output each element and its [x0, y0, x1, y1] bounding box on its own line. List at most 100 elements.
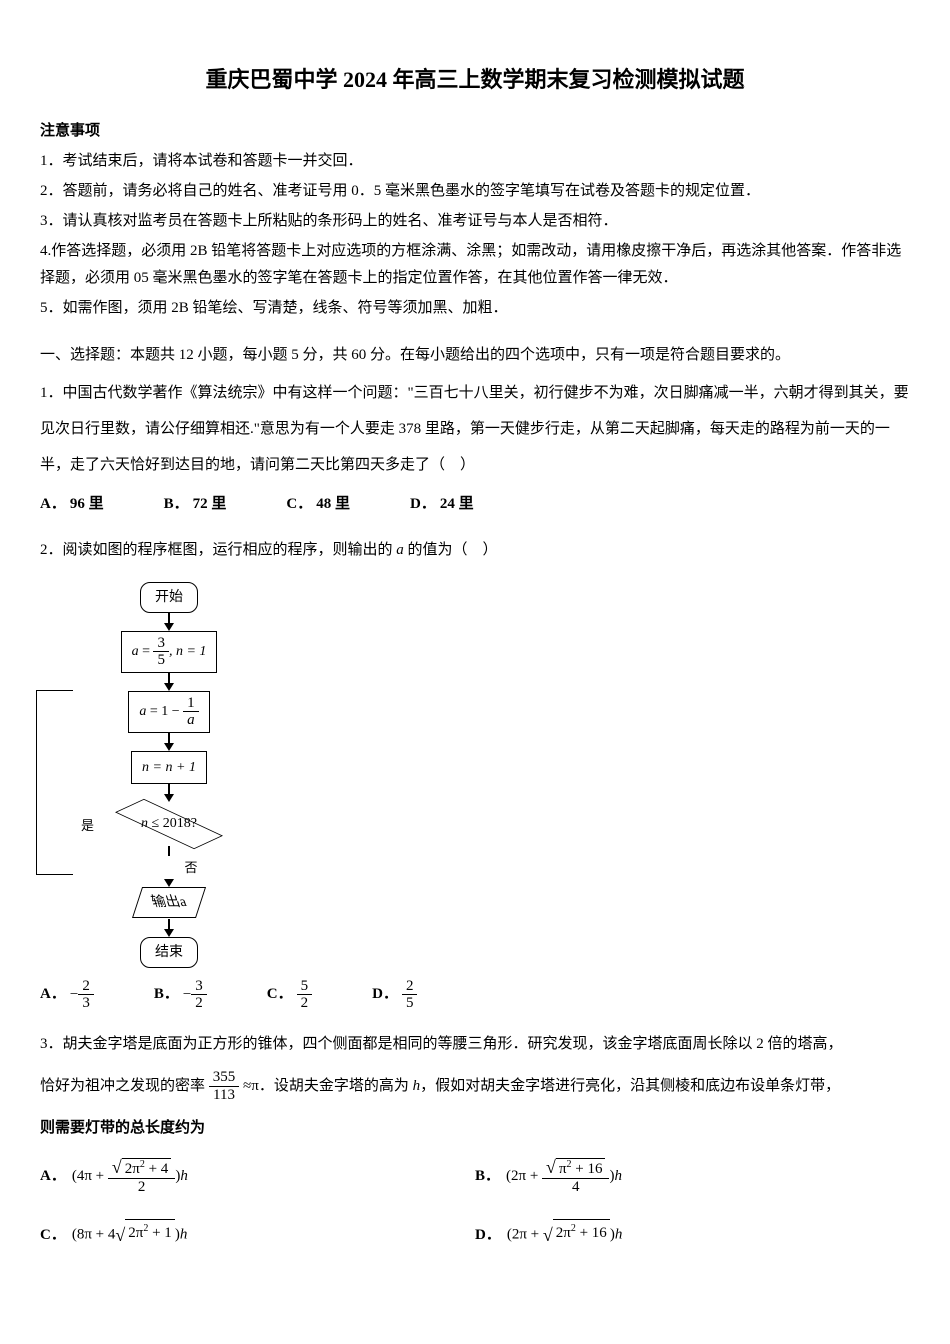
q1-option-b: B．72 里 [164, 491, 227, 518]
frac-den: 2 [108, 1179, 175, 1196]
fc-init-a: a [132, 644, 139, 659]
fc-connector [168, 784, 169, 794]
fc-output: 输出a [132, 887, 206, 918]
fc-cond-n: n [141, 816, 148, 831]
q2-text-post: 的值为（ ） [404, 542, 498, 558]
sqrt-tail: + 1 [148, 1225, 171, 1241]
sqrt-tail: + 16 [572, 1161, 603, 1177]
q1-option-a: A．96 里 [40, 491, 104, 518]
q2-option-b: B． −32 [154, 978, 207, 1012]
q1-option-d: D．24 里 [410, 491, 474, 518]
fc-no-label: 否 [184, 856, 197, 879]
q2-text-pre: 2．阅读如图的程序框图，运行相应的程序，则输出的 [40, 542, 396, 558]
q1-option-c: C．48 里 [286, 491, 350, 518]
q3-option-b: B． (2π + √π2 + 164)h [475, 1158, 910, 1195]
question-2: 2．阅读如图的程序框图，运行相应的程序，则输出的 a 的值为（ ） [40, 532, 910, 568]
sqrt-base: π [559, 1161, 567, 1177]
opt-value: (2π + √2π2 + 16)h [507, 1219, 622, 1251]
instruction-2: 2．答题前，请务必将自己的姓名、准考证号用 0．5 毫米黑色墨水的签字笔填写在试… [40, 178, 910, 205]
opt-value: 72 里 [193, 491, 227, 518]
frac-den: 4 [542, 1179, 609, 1196]
fc-connector [168, 919, 169, 929]
fc-step2: n = n + 1 [131, 751, 207, 784]
question-3: 3．胡夫金字塔是底面为正方形的锥体，四个侧面都是相同的等腰三角形．研究发现，该金… [40, 1026, 910, 1062]
frac-den: 5 [402, 995, 418, 1012]
q2-option-c: C． 52 [267, 978, 312, 1012]
frac-num: 5 [297, 978, 313, 996]
expr-pre: (4π + [72, 1168, 108, 1184]
fc-yes-label: 是 [81, 814, 94, 837]
opt-value: 52 [297, 978, 313, 1012]
question-1: 1．中国古代数学著作《算法统宗》中有这样一个问题："三百七十八里关，初行健步不为… [40, 375, 910, 483]
opt-label: C． [40, 1222, 66, 1249]
q3-two: 2 [756, 1036, 764, 1052]
fc-init-eq: = [139, 644, 154, 659]
fc-init-num: 3 [153, 635, 169, 653]
q2-option-a: A． −23 [40, 978, 94, 1012]
instruction-4: 4.作答选择题，必须用 2B 铅笔将答题卡上对应选项的方框涂满、涂黑；如需改动，… [40, 238, 910, 292]
expr-pre: (2π + [506, 1168, 542, 1184]
expr-pre: (8π + 4 [72, 1227, 116, 1243]
fc-step2-text: n = n + 1 [142, 760, 196, 775]
opt-label: C． [286, 491, 312, 518]
q3-text2-post: ，假如对胡夫金字塔进行亮化，沿其侧棱和底边布设单条灯带， [420, 1078, 840, 1094]
fc-step1-num: 1 [183, 695, 199, 713]
fc-start: 开始 [140, 582, 198, 613]
sqrt-tail: + 16 [576, 1225, 607, 1241]
frac-den: 2 [191, 995, 207, 1012]
q3-options: A． (4π + √2π2 + 42)h B． (2π + √π2 + 164)… [40, 1158, 910, 1252]
opt-label: D． [410, 491, 436, 518]
q3-option-a: A． (4π + √2π2 + 42)h [40, 1158, 475, 1195]
sqrt-icon: √ [546, 1158, 556, 1178]
opt-label: D． [372, 981, 398, 1008]
instructions-block: 注意事项 1．考试结束后，请将本试卷和答题卡一并交回． 2．答题前，请务必将自己… [40, 118, 910, 322]
fc-decision-label: n ≤ 2018? [141, 811, 197, 836]
opt-value: 24 里 [440, 491, 474, 518]
fc-connector [168, 673, 169, 683]
frac-num: 2 [78, 978, 94, 996]
flowchart: 开始 a = 35, n = 1 a = 1 − 1a n = n + 1 n … [74, 582, 264, 968]
instruction-5: 5．如需作图，须用 2B 铅笔绘、写清楚，线条、符号等须加黑、加粗． [40, 295, 910, 322]
fc-arrow-icon [164, 623, 174, 631]
fc-step1-eq: = 1 − [146, 704, 183, 719]
opt-value: 96 里 [70, 491, 104, 518]
instruction-3: 3．请认真核对监考员在答题卡上所粘贴的条形码上的姓名、准考证号与本人是否相符． [40, 208, 910, 235]
q2-var: a [396, 542, 404, 558]
sqrt-base: 2π [556, 1225, 571, 1241]
expr-pre: (2π + [507, 1227, 543, 1243]
fc-init-n: , n = 1 [169, 644, 206, 659]
opt-value: (8π + 4√2π2 + 1)h [72, 1219, 187, 1251]
fc-arrow-icon [164, 683, 174, 691]
question-3-line3: 则需要灯带的总长度约为 [40, 1110, 910, 1146]
opt-value: (4π + √2π2 + 42)h [72, 1158, 188, 1195]
opt-label: A． [40, 981, 66, 1008]
sqrt-icon: √ [115, 1219, 125, 1251]
q3-approx: ≈π [239, 1078, 259, 1094]
opt-value: (2π + √π2 + 164)h [506, 1158, 622, 1195]
document-title: 重庆巴蜀中学 2024 年高三上数学期末复习检测模拟试题 [40, 60, 910, 100]
q3-text1-post: 倍的塔高， [764, 1036, 843, 1052]
opt-label: A． [40, 1163, 66, 1190]
instruction-1: 1．考试结束后，请将本试卷和答题卡一并交回． [40, 148, 910, 175]
fc-connector [168, 846, 169, 856]
expr-h: h [180, 1168, 188, 1184]
part1-heading: 一、选择题：本题共 12 小题，每小题 5 分，共 60 分。在每小题给出的四个… [40, 342, 910, 369]
fc-init-den: 5 [153, 652, 169, 669]
fc-decision: n ≤ 2018? 是 [99, 802, 239, 846]
expr-h: h [180, 1227, 188, 1243]
opt-label: B． [154, 981, 179, 1008]
frac-num: 355 [209, 1069, 240, 1087]
frac-den: 113 [209, 1087, 240, 1104]
question-3-line2: 恰好为祖冲之发现的密率 355113 ≈π．设胡夫金字塔的高为 h，假如对胡夫金… [40, 1068, 910, 1104]
sqrt-base: 2π [128, 1225, 143, 1241]
fc-init: a = 35, n = 1 [121, 631, 218, 673]
sqrt-base: 2π [125, 1161, 140, 1177]
frac-num: 2 [402, 978, 418, 996]
fc-arrow-icon [164, 794, 174, 802]
q3-h: h [413, 1078, 421, 1094]
fc-cond-op: ≤ 2018? [148, 816, 197, 831]
opt-value: −32 [183, 978, 207, 1012]
opt-value: 48 里 [316, 491, 350, 518]
fc-loop-line [36, 690, 73, 875]
frac-den: 3 [78, 995, 94, 1012]
